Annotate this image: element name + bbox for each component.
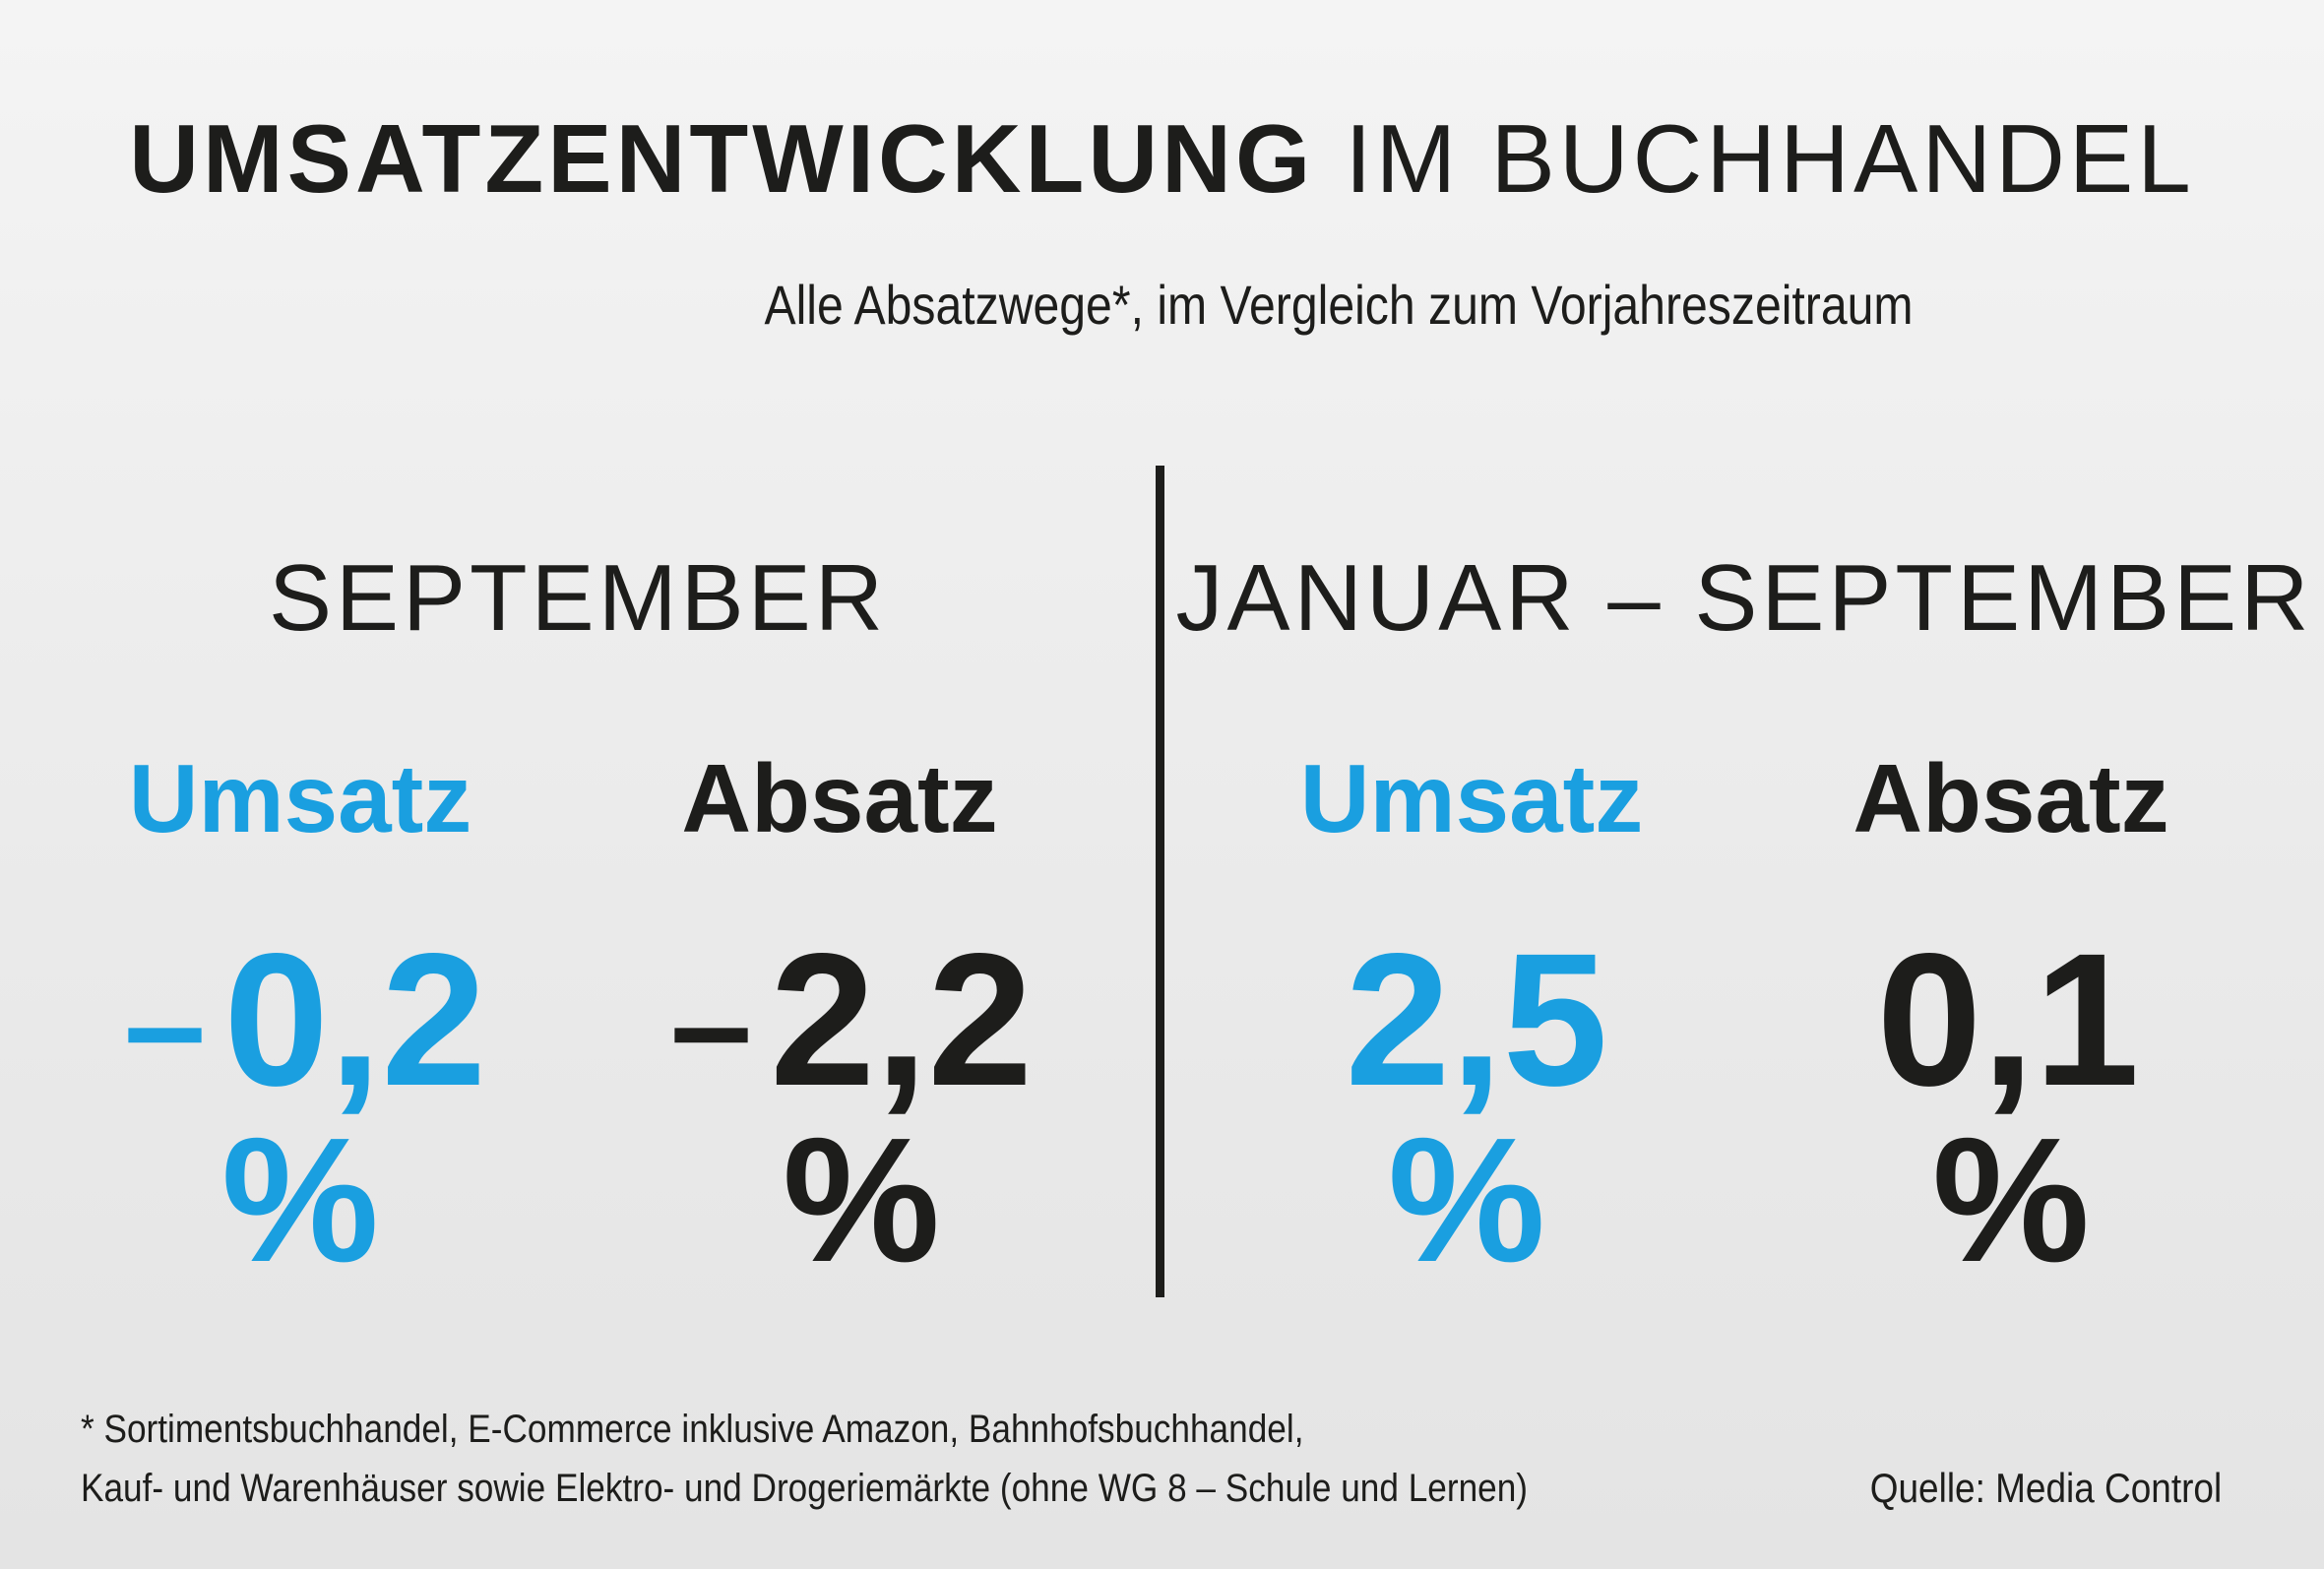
subtitle: Alle Absatzwege*, im Vergleich zum Vorja…: [764, 274, 1914, 336]
value-number: 2,5: [1345, 913, 1608, 1125]
metric-percent-january-september-umsatz: %: [1387, 1101, 1546, 1299]
metric-label-january-september-absatz: Absatz: [1853, 744, 2169, 852]
metric-value-september-umsatz: –0,2: [49, 925, 561, 1114]
value-number: 0,1: [1876, 913, 2140, 1125]
footnote-line-2: Kauf- und Warenhäuser sowie Elektro- und…: [81, 1467, 1529, 1510]
minus-sign: –: [123, 941, 207, 1106]
value-number: 0,2: [223, 913, 487, 1125]
title-bold: UMSATZENTWICKLUNG: [129, 104, 1315, 213]
metric-value-january-september-absatz: 0,1: [1752, 925, 2264, 1114]
value-number: 2,2: [770, 913, 1034, 1125]
metric-value-january-september-umsatz: 2,5: [1221, 925, 1732, 1114]
metric-percent-september-umsatz: %: [220, 1101, 380, 1299]
footnote: * Sortimentsbuchhandel, E-Commerce inklu…: [81, 1400, 1529, 1518]
metric-percent-september-absatz: %: [782, 1101, 941, 1299]
page-title: UMSATZENTWICKLUNG IM BUCHHANDEL: [0, 110, 2324, 207]
source-credit: Quelle: Media Control: [1869, 1465, 2222, 1511]
minus-sign: –: [669, 941, 753, 1106]
metric-percent-january-september-absatz: %: [1931, 1101, 2091, 1299]
period-label-september: SEPTEMBER: [268, 545, 888, 651]
footnote-line-1: * Sortimentsbuchhandel, E-Commerce inklu…: [81, 1408, 1304, 1451]
metric-label-janaur-september-umsatz: Umsatz: [1299, 744, 1644, 852]
period-label-january-september: JANUAR – SEPTEMBER: [1175, 545, 2313, 651]
vertical-divider: [1156, 466, 1164, 1297]
metric-value-september-absatz: –2,2: [596, 925, 1107, 1114]
metric-label-september-absatz: Absatz: [681, 744, 998, 852]
title-light: IM BUCHHANDEL: [1345, 104, 2195, 213]
metric-label-september-umsatz: Umsatz: [128, 744, 472, 852]
